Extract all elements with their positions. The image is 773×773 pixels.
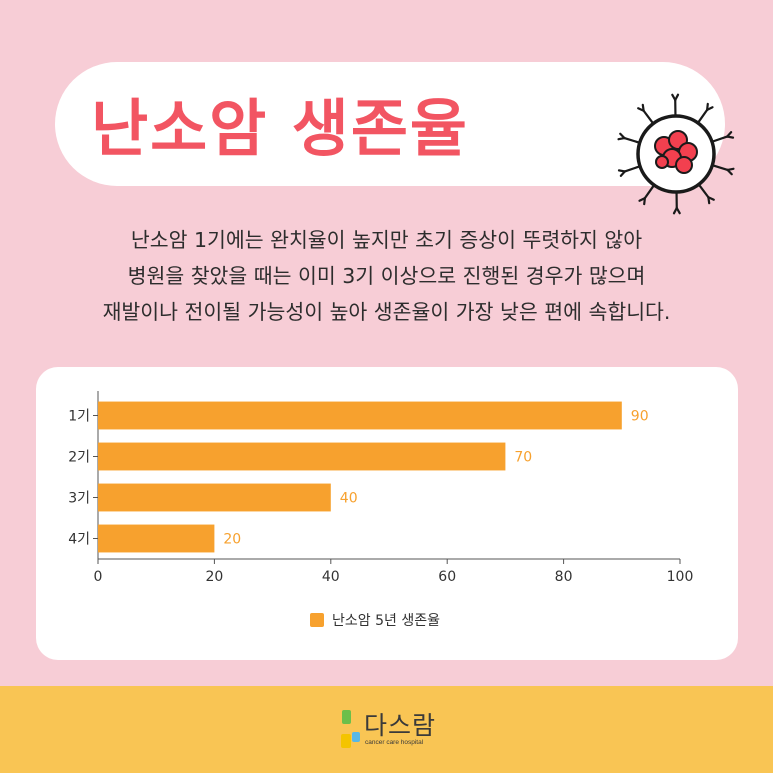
legend-swatch bbox=[310, 613, 324, 627]
bar-1 bbox=[98, 401, 622, 430]
logo-subtitle: cancer care hospital bbox=[365, 739, 424, 746]
data-label-4: 20 bbox=[223, 532, 241, 548]
data-label-2: 70 bbox=[514, 450, 532, 466]
cancer-cell-icon bbox=[617, 93, 735, 215]
data-label-3: 40 bbox=[340, 491, 358, 507]
title-pill bbox=[55, 62, 725, 186]
description-line-2: 병원을 찾았을 때는 이미 3기 이상으로 진행된 경우가 많으며 bbox=[127, 264, 646, 288]
x-tick-label-4: 60 bbox=[438, 569, 456, 585]
logo-name: 다스람 bbox=[364, 711, 437, 740]
category-label-1: 1기 bbox=[68, 409, 90, 425]
bar-4 bbox=[98, 524, 215, 553]
chart-card: 1기 90 2기 70 3기 40 4기 20 0 20 40 60 80 100 난소암 5년 생존율 bbox=[36, 367, 738, 660]
hospital-logo: 다스람 cancer care hospital bbox=[340, 706, 450, 756]
page-title: 난소암 생존율 bbox=[91, 92, 469, 165]
description-line-3: 재발이나 전이될 가능성이 높아 생존율이 가장 낮은 편에 속합니다. bbox=[102, 300, 671, 324]
legend-label: 난소암 5년 생존율 bbox=[332, 613, 440, 629]
x-tick-label-2: 20 bbox=[205, 569, 223, 585]
description-line-1: 난소암 1기에는 완치율이 높지만 초기 증상이 뚜렷하지 않아 bbox=[130, 228, 643, 252]
bar-chart: 1기 90 2기 70 3기 40 4기 20 0 20 40 60 80 100 난소암 5년 생존율 bbox=[68, 391, 694, 629]
footer-bar bbox=[0, 686, 773, 773]
logo-mark-icon bbox=[340, 706, 360, 752]
x-tick-label-5: 80 bbox=[555, 569, 573, 585]
bar-2 bbox=[98, 442, 506, 471]
description: 난소암 1기에는 완치율이 높지만 초기 증상이 뚜렷하지 않아 병원을 찾았을… bbox=[0, 222, 773, 330]
x-tick-label-6: 100 bbox=[667, 569, 694, 585]
data-label-1: 90 bbox=[631, 409, 649, 425]
category-label-4: 4기 bbox=[68, 532, 90, 548]
x-tick-label-3: 40 bbox=[322, 569, 340, 585]
x-tick-label-1: 0 bbox=[94, 569, 103, 585]
bar-3 bbox=[98, 483, 331, 512]
category-label-3: 3기 bbox=[68, 491, 90, 507]
category-label-2: 2기 bbox=[68, 450, 90, 466]
